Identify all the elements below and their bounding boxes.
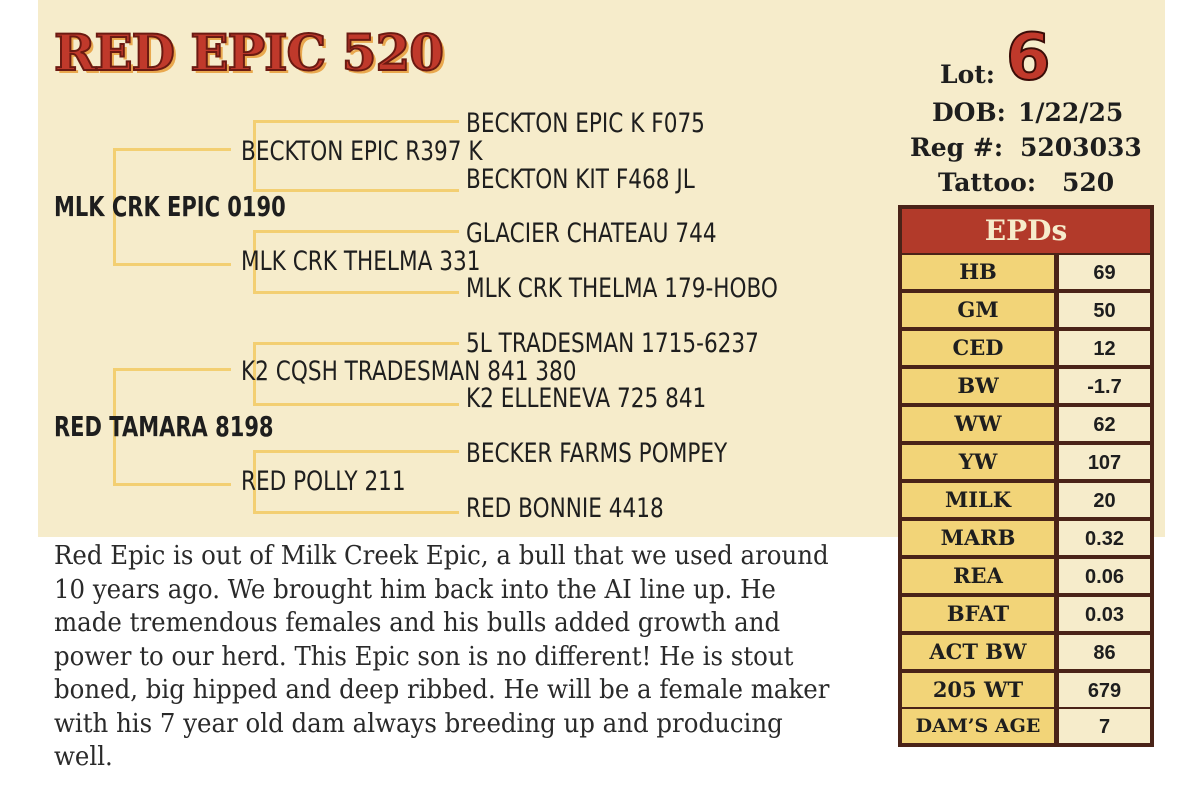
pedigree-sire-sire-dam: BECKTON KIT F468 JL xyxy=(466,164,695,195)
epd-value: 0.32 xyxy=(1059,521,1150,555)
pedigree-dam-sire-dam: K2 ELLENEVA 725 841 xyxy=(466,383,707,414)
epd-row: BFAT 0.03 xyxy=(902,597,1150,631)
pedigree-line xyxy=(113,148,231,151)
epd-row: 205 WT 679 xyxy=(902,673,1150,707)
pedigree-sire-sire-sire: BECKTON EPIC K F075 xyxy=(466,108,705,139)
epd-value: 12 xyxy=(1059,331,1150,365)
epd-value: 0.03 xyxy=(1059,597,1150,631)
epd-label: DAM’S AGE xyxy=(902,709,1054,743)
epd-label: GM xyxy=(902,293,1054,327)
epd-label: BW xyxy=(902,369,1054,403)
tattoo-value: 520 xyxy=(1062,168,1115,197)
pedigree-line xyxy=(253,342,256,406)
epd-label: 205 WT xyxy=(902,673,1054,707)
pedigree-line xyxy=(253,450,256,514)
epd-label: MILK xyxy=(902,483,1054,517)
pedigree-line xyxy=(253,120,459,123)
pedigree-line xyxy=(113,263,231,266)
reg-value: 5203033 xyxy=(1020,133,1142,162)
dob-value: 1/22/25 xyxy=(1018,98,1124,127)
pedigree-line xyxy=(253,189,459,192)
epd-label: CED xyxy=(902,331,1054,365)
pedigree-line xyxy=(253,230,256,294)
epd-label: HB xyxy=(902,255,1054,289)
pedigree-dam: RED TAMARA 8198 xyxy=(54,410,274,443)
epd-row: GM 50 xyxy=(902,293,1150,327)
epd-value: 107 xyxy=(1059,445,1150,479)
pedigree-line xyxy=(113,148,116,266)
reg-label: Reg #: xyxy=(910,133,1004,162)
epd-label: MARB xyxy=(902,521,1054,555)
epd-value: 20 xyxy=(1059,483,1150,517)
pedigree-line xyxy=(253,291,459,294)
pedigree-line xyxy=(253,403,459,406)
pedigree-dam-sire-sire: 5L TRADESMAN 1715-6237 xyxy=(466,328,759,359)
epd-label: BFAT xyxy=(902,597,1054,631)
epd-value: 62 xyxy=(1059,407,1150,441)
pedigree-line xyxy=(253,120,256,192)
epd-row: MARB 0.32 xyxy=(902,521,1150,555)
epd-heading: EPDs xyxy=(902,209,1150,253)
pedigree-line xyxy=(113,368,231,371)
pedigree-line xyxy=(113,483,231,486)
epd-table: EPDs HB 69 GM 50 CED 12 BW -1.7 WW 62 YW 107 M… xyxy=(898,205,1154,747)
epd-value: 7 xyxy=(1059,709,1150,743)
pedigree-line xyxy=(253,511,459,514)
epd-label: REA xyxy=(902,559,1054,593)
pedigree-sire-sire: BECKTON EPIC R397 K xyxy=(241,136,483,167)
epd-row: REA 0.06 xyxy=(902,559,1150,593)
epd-label: ACT BW xyxy=(902,635,1054,669)
epd-value: 50 xyxy=(1059,293,1150,327)
pedigree-line xyxy=(253,450,459,453)
epd-value: -1.7 xyxy=(1059,369,1150,403)
epd-value: 69 xyxy=(1059,255,1150,289)
epd-row: MILK 20 xyxy=(902,483,1150,517)
lot-label: Lot: xyxy=(940,60,996,89)
pedigree-sire-dam: MLK CRK THELMA 331 xyxy=(241,246,481,277)
epd-row: HB 69 xyxy=(902,255,1150,289)
epd-value: 86 xyxy=(1059,635,1150,669)
pedigree-line xyxy=(253,342,459,345)
epd-value: 0.06 xyxy=(1059,559,1150,593)
pedigree-dam-dam-dam: RED BONNIE 4418 xyxy=(466,493,664,524)
epd-row: ACT BW 86 xyxy=(902,635,1150,669)
pedigree-dam-dam: RED POLLY 211 xyxy=(241,466,406,497)
page-title: RED EPIC 520 xyxy=(53,23,445,82)
tattoo-label: Tattoo: xyxy=(938,168,1037,197)
epd-row: CED 12 xyxy=(902,331,1150,365)
epd-label: YW xyxy=(902,445,1054,479)
pedigree-line xyxy=(253,230,459,233)
description-text: Red Epic is out of Milk Creek Epic, a bu… xyxy=(54,541,830,772)
epd-row: YW 107 xyxy=(902,445,1150,479)
epd-row: DAM’S AGE 7 xyxy=(902,709,1150,743)
pedigree-dam-dam-sire: BECKER FARMS POMPEY xyxy=(466,438,728,469)
pedigree-sire-dam-dam: MLK CRK THELMA 179-HOBO xyxy=(466,273,778,304)
pedigree-sire: MLK CRK EPIC 0190 xyxy=(54,190,286,223)
pedigree-line xyxy=(113,368,116,486)
epd-label: WW xyxy=(902,407,1054,441)
dob-label: DOB: xyxy=(932,98,1006,127)
pedigree-sire-dam-sire: GLACIER CHATEAU 744 xyxy=(466,218,717,249)
epd-value: 679 xyxy=(1059,673,1150,707)
epd-row: BW -1.7 xyxy=(902,369,1150,403)
lot-number: 6 xyxy=(1005,21,1052,95)
epd-row: WW 62 xyxy=(902,407,1150,441)
pedigree-dam-sire: K2 CQSH TRADESMAN 841 380 xyxy=(241,356,577,387)
